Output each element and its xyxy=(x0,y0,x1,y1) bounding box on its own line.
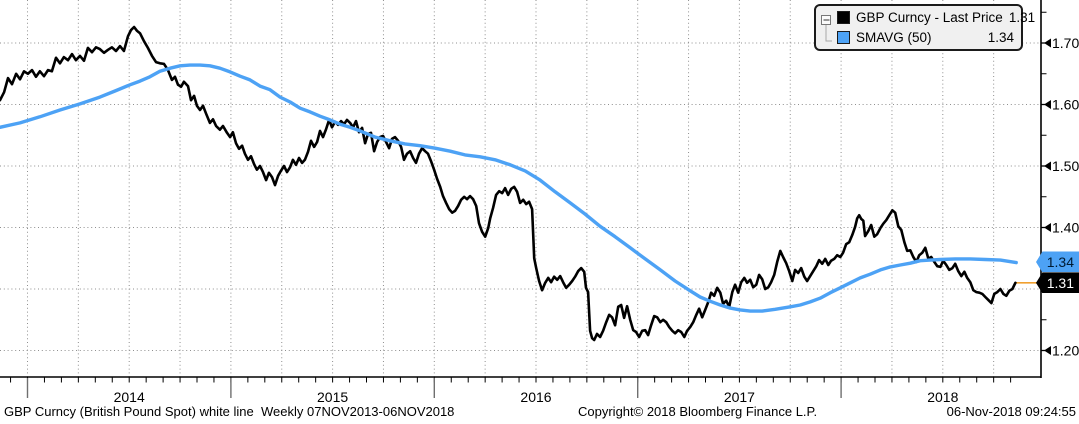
price-series-label: GBP Curncy - Last Price xyxy=(856,9,1003,25)
price-series-swatch xyxy=(837,10,850,24)
x-axis-year-label: 2014 xyxy=(114,389,145,405)
x-axis-year-label: 2018 xyxy=(927,389,958,405)
smavg-series-value: 1.34 xyxy=(987,29,1014,45)
legend-tree-toggle-icon[interactable] xyxy=(819,9,835,51)
chart-legend[interactable]: GBP Curncy - Last Price 1.31 SMAVG (50) … xyxy=(814,4,1035,51)
y-axis-arrow-icon xyxy=(1044,346,1051,355)
y-axis-arrow-icon xyxy=(1044,223,1051,232)
timestamp-text: 06-Nov-2018 09:24:55 xyxy=(946,404,1076,419)
chart-description-text: GBP Curncy (British Pound Spot) white li… xyxy=(4,404,455,419)
x-axis-year-label: 2015 xyxy=(317,389,348,405)
x-axis-year-label: 2017 xyxy=(724,389,755,405)
y-axis-tick-label: 1.70 xyxy=(1052,35,1079,51)
y-axis-tick-label: 1.40 xyxy=(1052,220,1079,236)
legend-row-price[interactable]: GBP Curncy - Last Price 1.31 xyxy=(837,7,1035,27)
y-axis-tick-label: 1.60 xyxy=(1052,97,1079,113)
price-line-series[interactable] xyxy=(0,25,1017,342)
smavg-price-tag[interactable]: 1.34 xyxy=(1036,251,1079,273)
smavg-line-series[interactable] xyxy=(0,63,1018,313)
price-series-value: 1.31 xyxy=(1008,9,1036,25)
smavg-series-label: SMAVG (50) xyxy=(856,29,932,45)
y-axis-arrow-icon xyxy=(1044,38,1051,48)
y-axis-arrow-icon xyxy=(1044,161,1051,171)
y-axis-tick-label: 1.20 xyxy=(1052,343,1079,359)
smavg-series-swatch xyxy=(837,30,850,44)
x-axis-year-label: 2016 xyxy=(520,389,551,405)
copyright-text: Copyright© 2018 Bloomberg Finance L.P. xyxy=(578,404,818,419)
y-axis-tick-label: 1.50 xyxy=(1052,158,1079,174)
legend-row-smavg[interactable]: SMAVG (50) 1.34 xyxy=(837,27,1014,47)
y-axis-arrow-icon xyxy=(1044,100,1051,109)
last-price-tag[interactable]: 1.31 xyxy=(1036,272,1079,294)
